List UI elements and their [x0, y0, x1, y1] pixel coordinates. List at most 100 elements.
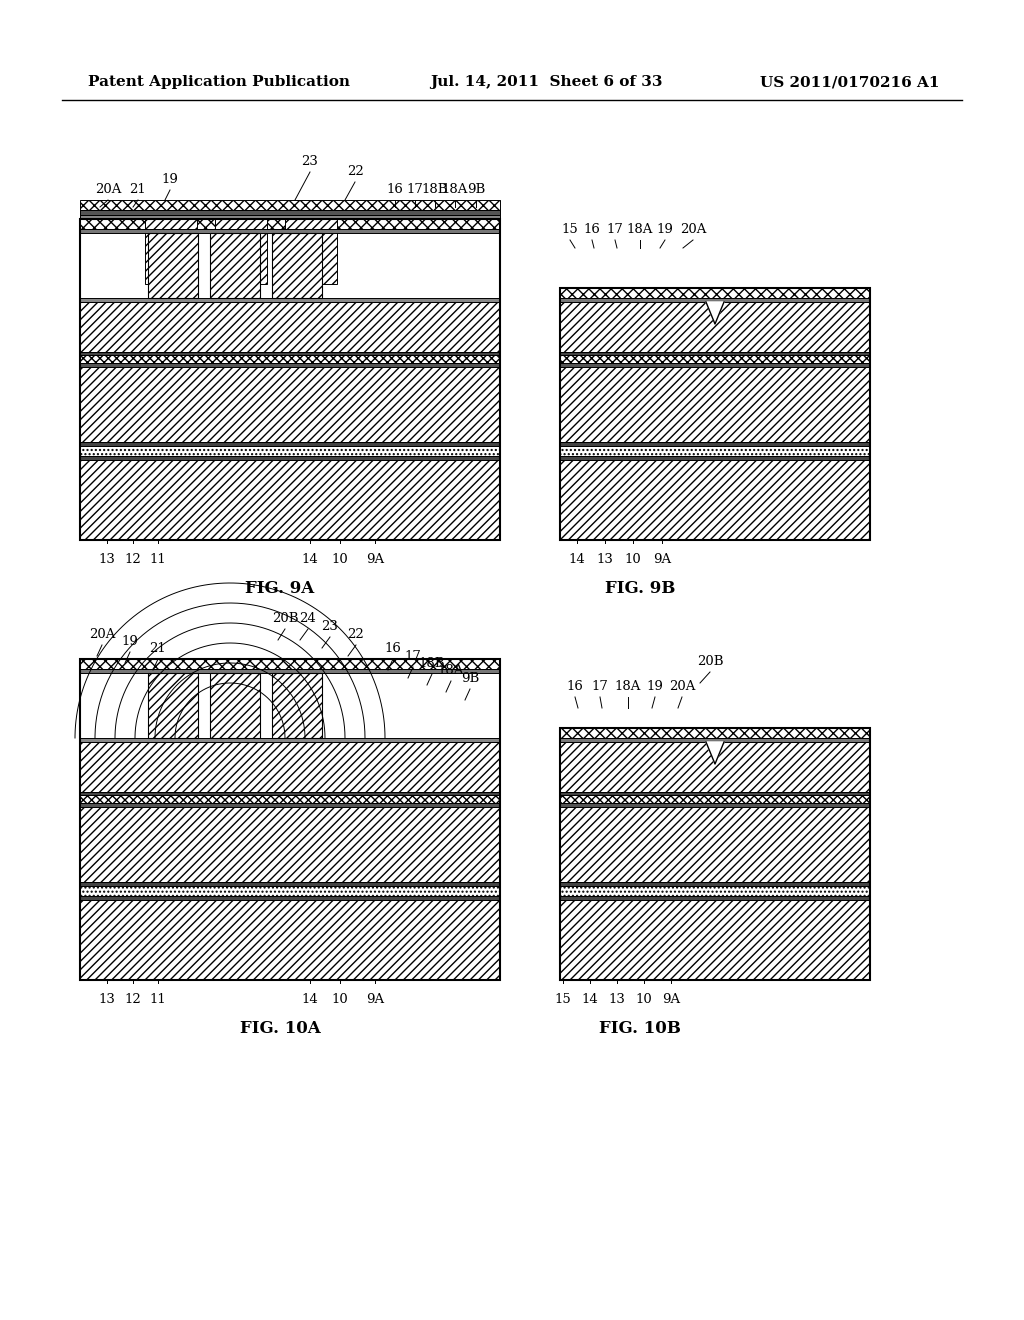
- Bar: [80, 219, 500, 228]
- Bar: [560, 302, 870, 352]
- Bar: [560, 900, 870, 979]
- Bar: [80, 659, 500, 669]
- Bar: [560, 288, 870, 540]
- Bar: [272, 234, 322, 298]
- Text: 17: 17: [407, 183, 424, 195]
- Polygon shape: [706, 742, 724, 764]
- Bar: [560, 807, 870, 882]
- Bar: [80, 803, 500, 807]
- Text: US 2011/0170216 A1: US 2011/0170216 A1: [760, 75, 939, 88]
- Text: 18A: 18A: [441, 183, 468, 195]
- Bar: [80, 219, 500, 540]
- Text: 20A: 20A: [95, 183, 121, 195]
- Bar: [80, 807, 500, 882]
- Text: 15: 15: [561, 223, 579, 236]
- Text: 15: 15: [555, 993, 571, 1006]
- Text: 17: 17: [592, 680, 608, 693]
- Text: 10: 10: [625, 553, 641, 566]
- Bar: [148, 234, 198, 298]
- Bar: [80, 355, 500, 363]
- Text: 19: 19: [646, 680, 664, 693]
- Text: 14: 14: [302, 553, 318, 566]
- Bar: [210, 234, 260, 298]
- Bar: [560, 442, 870, 446]
- Bar: [80, 201, 500, 210]
- Bar: [210, 673, 260, 738]
- Bar: [560, 886, 870, 896]
- Text: 13: 13: [597, 553, 613, 566]
- Bar: [80, 215, 500, 219]
- Bar: [355, 219, 500, 227]
- Text: 23: 23: [322, 620, 339, 634]
- Text: 14: 14: [582, 993, 598, 1006]
- Bar: [560, 455, 870, 459]
- Text: 10: 10: [332, 993, 348, 1006]
- Text: 20A: 20A: [680, 223, 707, 236]
- Bar: [560, 803, 870, 807]
- Text: 21: 21: [130, 183, 146, 195]
- Bar: [560, 459, 870, 540]
- Bar: [80, 659, 500, 979]
- Text: 19: 19: [122, 635, 138, 648]
- Text: 13: 13: [98, 553, 116, 566]
- Text: 21: 21: [150, 642, 166, 655]
- Bar: [80, 210, 500, 215]
- Text: 12: 12: [125, 993, 141, 1006]
- Text: 19: 19: [162, 173, 178, 186]
- Bar: [80, 738, 500, 742]
- Text: 23: 23: [301, 154, 318, 168]
- Text: 9A: 9A: [662, 993, 680, 1006]
- Text: 19: 19: [656, 223, 674, 236]
- Text: 11: 11: [150, 993, 166, 1006]
- Text: 18B: 18B: [419, 657, 445, 671]
- Text: Patent Application Publication: Patent Application Publication: [88, 75, 350, 88]
- Text: 20B: 20B: [271, 612, 298, 624]
- Text: 20B: 20B: [696, 655, 723, 668]
- Text: 18A: 18A: [438, 664, 464, 677]
- Bar: [560, 367, 870, 442]
- Text: 16: 16: [584, 223, 600, 236]
- Bar: [560, 738, 870, 742]
- Text: 16: 16: [566, 680, 584, 693]
- Bar: [80, 792, 500, 795]
- Text: 13: 13: [98, 993, 116, 1006]
- Text: 16: 16: [385, 642, 401, 655]
- Text: 18B: 18B: [422, 183, 449, 195]
- Text: FIG. 9B: FIG. 9B: [605, 579, 675, 597]
- Text: FIG. 10B: FIG. 10B: [599, 1020, 681, 1038]
- Text: 22: 22: [347, 165, 364, 178]
- Text: 9A: 9A: [653, 553, 671, 566]
- Bar: [80, 886, 500, 896]
- Text: 16: 16: [387, 183, 403, 195]
- Text: 24: 24: [300, 612, 316, 624]
- Bar: [145, 219, 197, 284]
- Text: 11: 11: [150, 553, 166, 566]
- Text: 22: 22: [347, 628, 365, 642]
- Text: 20A: 20A: [89, 628, 115, 642]
- Bar: [560, 355, 870, 363]
- Bar: [560, 363, 870, 367]
- Polygon shape: [706, 302, 724, 323]
- Bar: [80, 795, 500, 803]
- Bar: [80, 219, 500, 227]
- Bar: [80, 896, 500, 900]
- Bar: [80, 298, 500, 302]
- Bar: [560, 729, 870, 979]
- Bar: [80, 459, 500, 540]
- Bar: [272, 673, 322, 738]
- Bar: [80, 455, 500, 459]
- Text: 18A: 18A: [627, 223, 653, 236]
- Text: 17: 17: [606, 223, 624, 236]
- Bar: [560, 896, 870, 900]
- Text: Jul. 14, 2011  Sheet 6 of 33: Jul. 14, 2011 Sheet 6 of 33: [430, 75, 663, 88]
- Bar: [560, 792, 870, 795]
- Bar: [80, 352, 500, 355]
- Bar: [560, 298, 870, 302]
- Text: 13: 13: [608, 993, 626, 1006]
- Bar: [80, 442, 500, 446]
- Bar: [285, 219, 337, 284]
- Text: 20A: 20A: [669, 680, 695, 693]
- Bar: [560, 729, 870, 738]
- Text: 14: 14: [568, 553, 586, 566]
- Bar: [560, 446, 870, 455]
